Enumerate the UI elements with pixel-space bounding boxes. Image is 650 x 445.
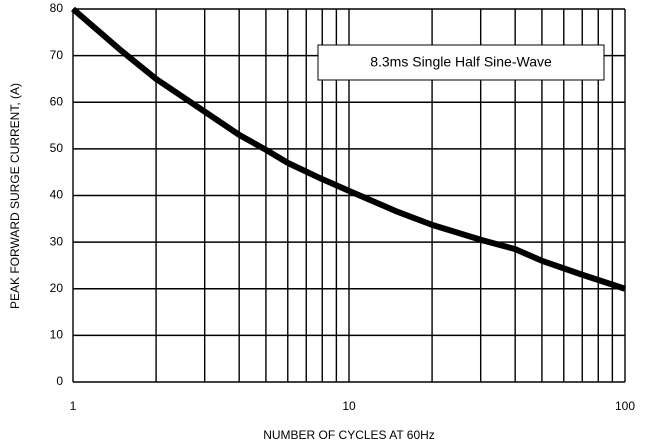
- annotation: 8.3ms Single Half Sine-Wave: [370, 54, 552, 70]
- y-tick-label: 70: [50, 48, 64, 62]
- y-tick-label: 50: [50, 141, 64, 155]
- y-tick-label: 0: [56, 374, 63, 388]
- y-tick-label: 20: [50, 281, 64, 295]
- y-tick-label: 80: [50, 1, 64, 15]
- annotation-box: [317, 44, 605, 81]
- x-tick-label: 10: [342, 399, 356, 413]
- y-axis-label: PEAK FORWARD SURGE CURRENT, (A): [8, 83, 22, 309]
- y-tick-label: 10: [50, 328, 64, 342]
- y-tick-label: 30: [50, 234, 64, 248]
- line: [71, 6, 626, 292]
- y-tick-label: 40: [50, 188, 64, 202]
- x-tick-label: 1: [70, 399, 77, 413]
- y-tick-label: 60: [50, 94, 64, 108]
- x-tick-label: 100: [615, 399, 635, 413]
- x-axis-label: NUMBER OF CYCLES AT 60Hz: [263, 428, 435, 442]
